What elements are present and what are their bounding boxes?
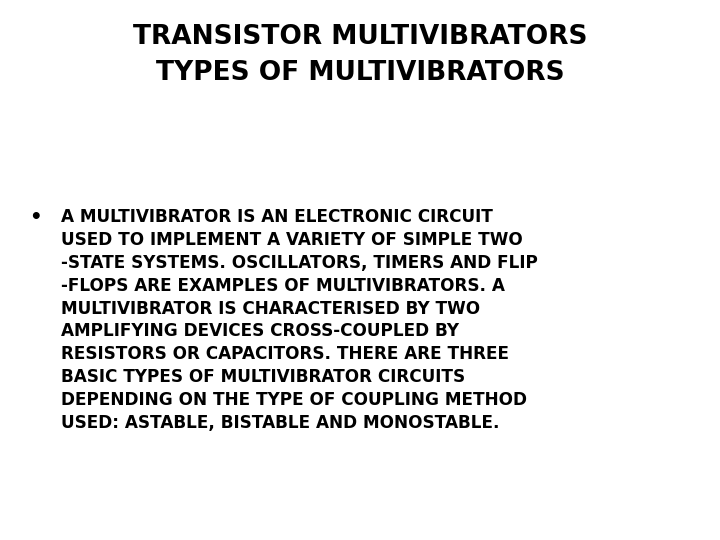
Text: TRANSISTOR MULTIVIBRATORS
TYPES OF MULTIVIBRATORS: TRANSISTOR MULTIVIBRATORS TYPES OF MULTI… — [132, 24, 588, 86]
Text: •: • — [29, 208, 42, 227]
Text: A MULTIVIBRATOR IS AN ELECTRONIC CIRCUIT
USED TO IMPLEMENT A VARIETY OF SIMPLE T: A MULTIVIBRATOR IS AN ELECTRONIC CIRCUIT… — [61, 208, 538, 432]
